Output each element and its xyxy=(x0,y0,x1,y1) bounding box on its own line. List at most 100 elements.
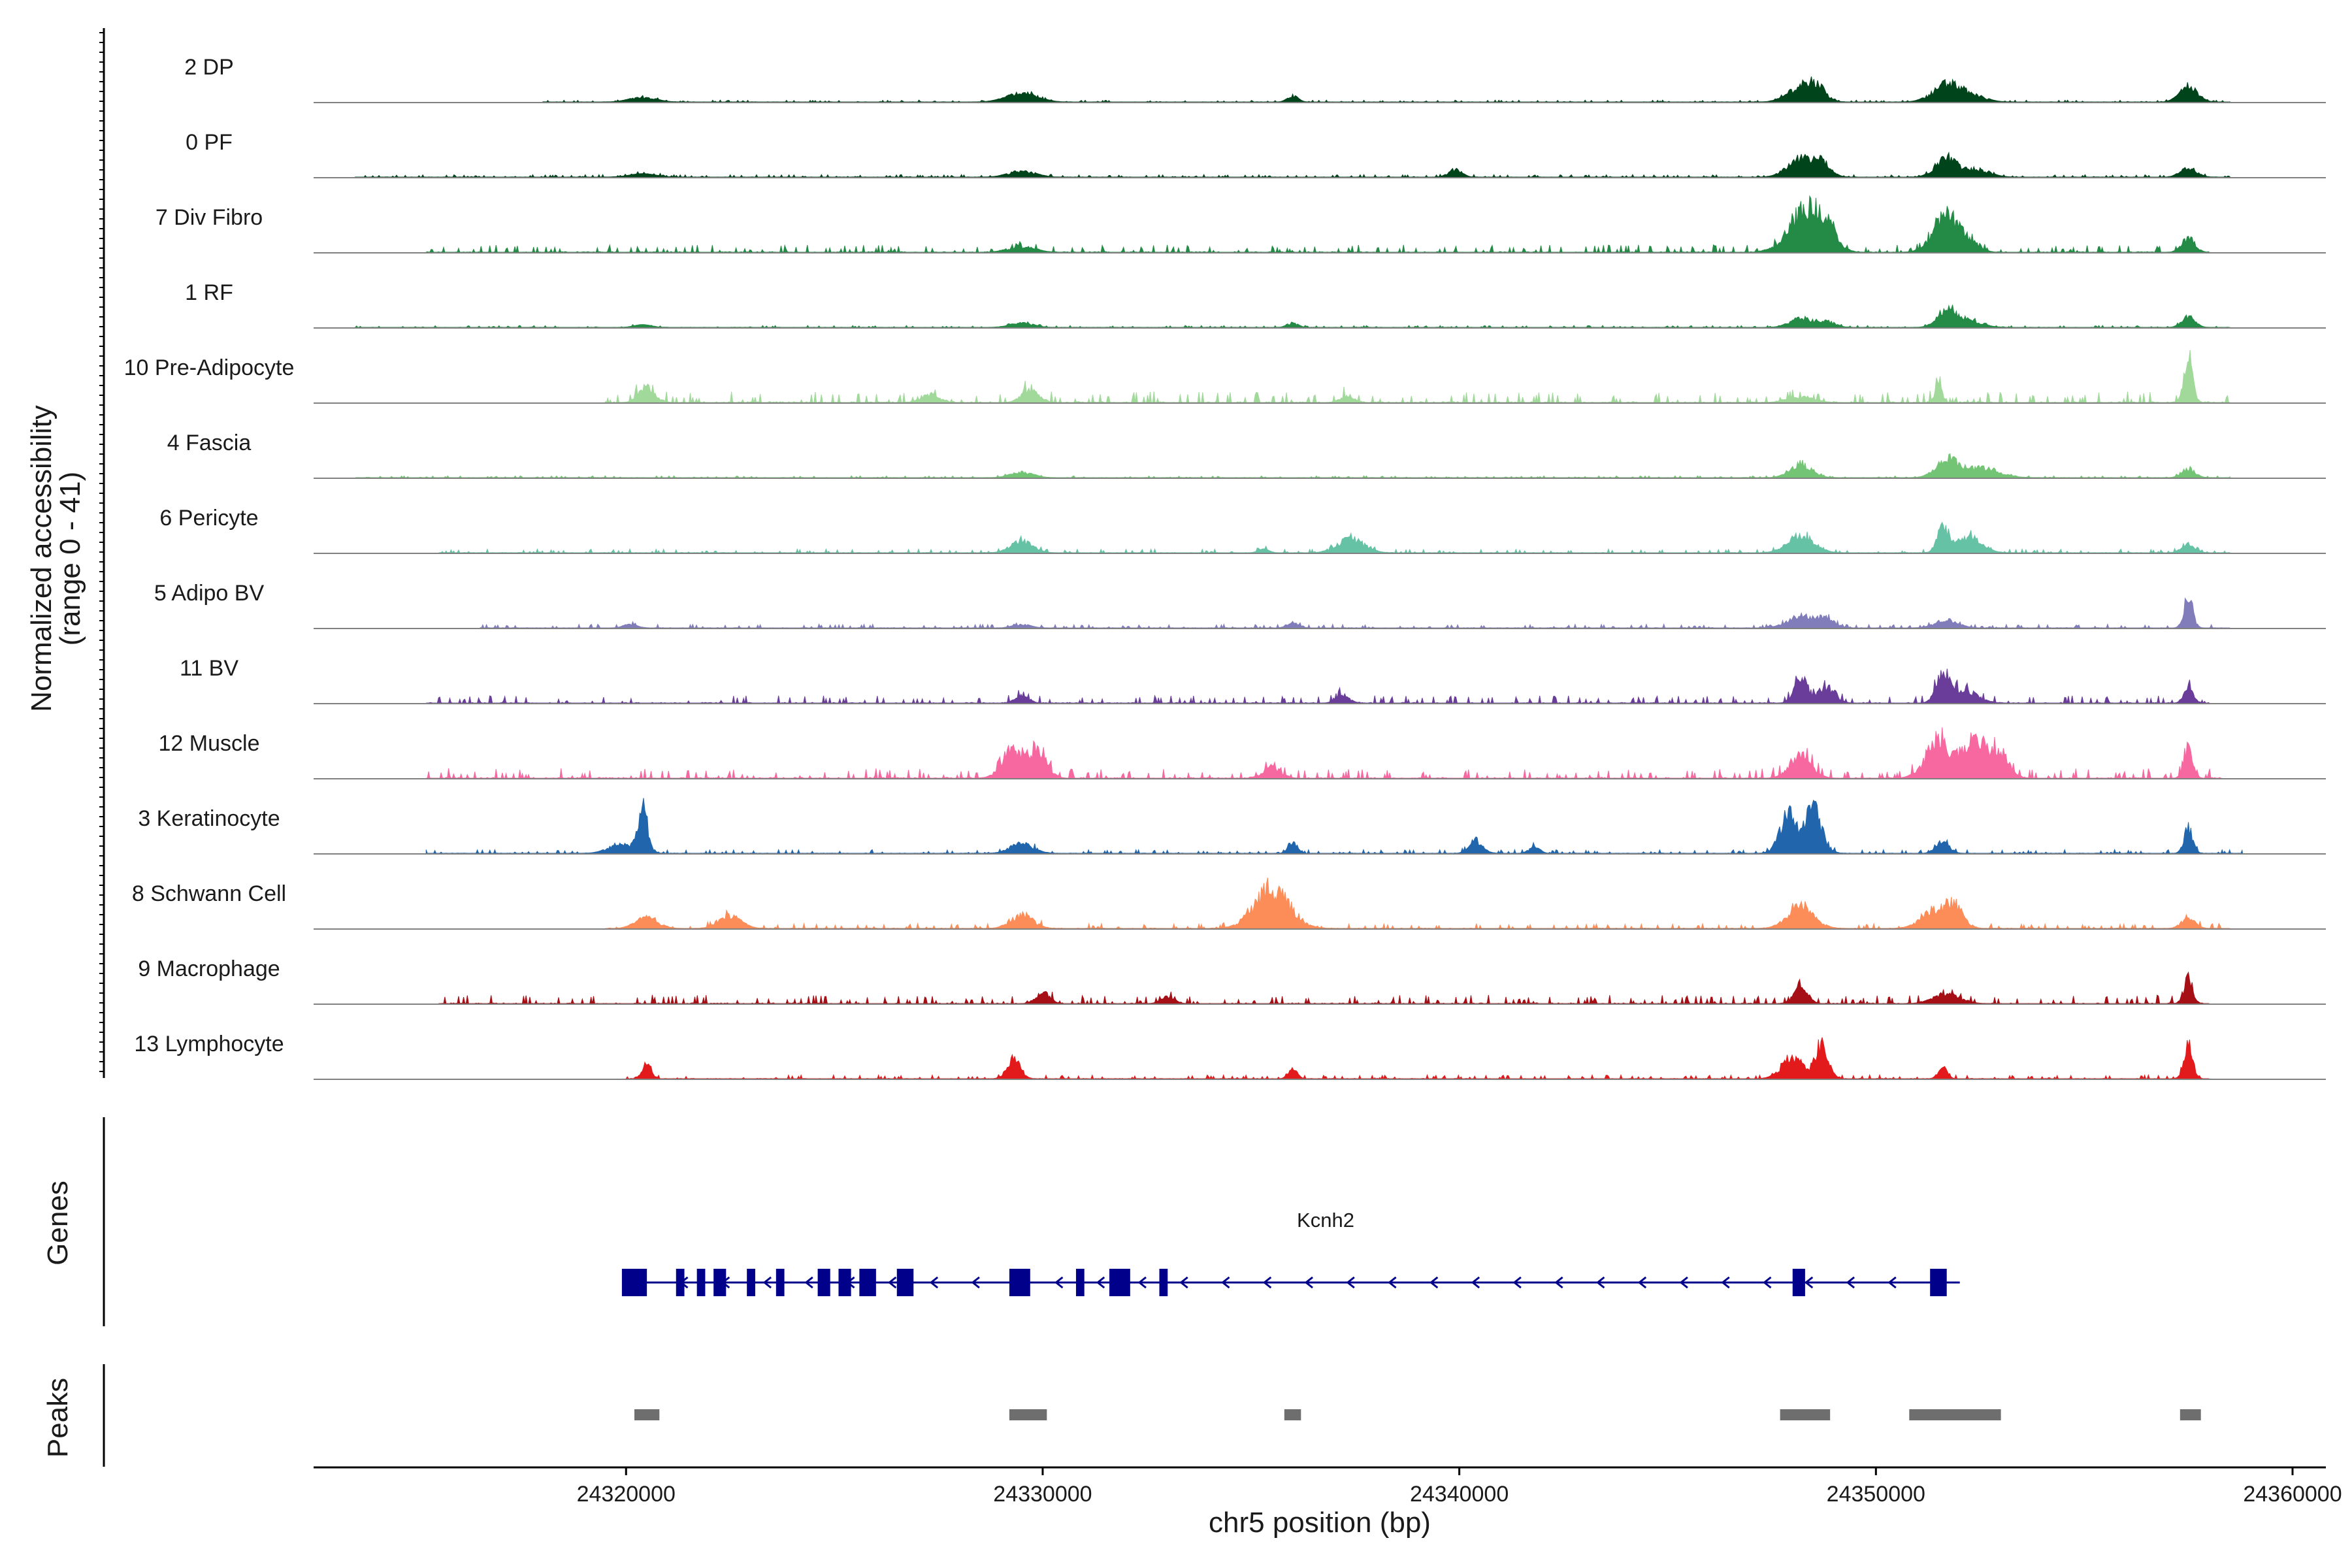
track-label: 3 Keratinocyte xyxy=(138,806,280,831)
track-11: 8 Schwann Cell xyxy=(132,877,2326,930)
track-7: 5 Adipo BV xyxy=(154,581,2326,629)
coverage-y-axis xyxy=(99,28,105,1078)
gene-exon xyxy=(621,1269,647,1296)
track-13: 13 Lymphocyte xyxy=(134,1032,2326,1080)
track-coverage-area xyxy=(355,304,2230,328)
track-8: 11 BV xyxy=(180,656,2326,704)
gene-strand-arrow xyxy=(1596,1276,1605,1289)
gene-strand-arrow xyxy=(1679,1276,1688,1289)
gene-strand-arrow xyxy=(1471,1276,1480,1289)
gene-exon xyxy=(817,1269,830,1296)
gene-strand-arrow xyxy=(1054,1276,1064,1289)
gene-exon xyxy=(896,1269,914,1296)
gene-strand-arrow xyxy=(887,1276,897,1289)
x-axis-tick-label: 24340000 xyxy=(1410,1482,1509,1507)
x-axis-tick-label: 24360000 xyxy=(2243,1482,2342,1507)
gene-strand-arrow xyxy=(1637,1276,1647,1289)
gene-exon xyxy=(776,1269,785,1296)
track-coverage-area xyxy=(426,195,2211,253)
track-5: 4 Fascia xyxy=(167,431,2326,479)
gene-strand-arrow xyxy=(1512,1276,1522,1289)
track-coverage-area xyxy=(625,1037,2210,1080)
gene-strand-arrow xyxy=(1846,1276,1855,1289)
track-coverage-area xyxy=(438,521,2230,554)
gene-exon xyxy=(1009,1269,1030,1296)
track-coverage-area xyxy=(480,597,2230,629)
track-coverage-area xyxy=(426,727,2222,779)
gene-exon xyxy=(1159,1269,1168,1296)
gene-exon xyxy=(1930,1269,1947,1296)
track-label: 12 Muscle xyxy=(159,731,260,756)
gene-strand-arrow xyxy=(1429,1276,1439,1289)
gene-strand-arrow xyxy=(762,1276,772,1289)
gene-strand-arrow xyxy=(1304,1276,1313,1289)
gene-strand-arrow xyxy=(1388,1276,1397,1289)
track-1: 0 PF xyxy=(186,130,2326,178)
peak-region xyxy=(1284,1409,1301,1420)
gene-strand-arrow xyxy=(971,1276,980,1289)
gene-exon xyxy=(713,1269,727,1296)
x-axis-tick-label: 24350000 xyxy=(1827,1482,1925,1507)
track-0: 2 DP xyxy=(184,55,2326,103)
track-coverage-area xyxy=(542,76,2230,103)
gene-models: Kcnh2 xyxy=(621,1209,1960,1296)
track-label: 7 Div Fibro xyxy=(155,205,263,230)
track-2: 7 Div Fibro xyxy=(155,195,2326,253)
track-label: 6 Pericyte xyxy=(159,506,258,531)
track-label: 4 Fascia xyxy=(167,431,252,455)
gene-exon xyxy=(747,1269,755,1296)
coverage-y-axis-title: Normalized accessibility xyxy=(25,405,57,711)
track-6: 6 Pericyte xyxy=(159,506,2326,554)
track-12: 9 Macrophage xyxy=(138,956,2326,1005)
track-label: 5 Adipo BV xyxy=(154,581,265,606)
track-coverage-area xyxy=(425,798,2244,855)
gene-strand-arrow xyxy=(1721,1276,1730,1289)
gene-name-label: Kcnh2 xyxy=(1297,1209,1354,1232)
coverage-y-axis-range: (range 0 - 41) xyxy=(54,472,86,646)
gene-exon xyxy=(1792,1269,1805,1296)
gene-exon xyxy=(838,1269,851,1296)
gene-exon xyxy=(696,1269,706,1296)
track-coverage-area xyxy=(604,350,2230,404)
gene-strand-arrow xyxy=(1763,1276,1772,1289)
x-axis-title: chr5 position (bp) xyxy=(1209,1507,1431,1539)
track-label: 1 RF xyxy=(185,280,233,305)
gene-exon xyxy=(676,1269,685,1296)
track-coverage-area xyxy=(605,877,2230,930)
gene-exon xyxy=(1109,1269,1130,1296)
peak-region xyxy=(2180,1409,2201,1420)
peak-regions xyxy=(634,1409,2201,1420)
gene-strand-arrow xyxy=(1346,1276,1355,1289)
track-label: 2 DP xyxy=(184,55,234,80)
gene-strand-arrow xyxy=(1887,1276,1897,1289)
track-coverage-area xyxy=(355,453,2230,478)
x-axis-tick-label: 24330000 xyxy=(993,1482,1092,1507)
gene-strand-arrow xyxy=(1262,1276,1272,1289)
peak-region xyxy=(634,1409,660,1420)
gene-exon xyxy=(859,1269,876,1296)
track-10: 3 Keratinocyte xyxy=(138,798,2326,855)
gene-exon xyxy=(1075,1269,1085,1296)
peak-region xyxy=(1780,1409,1831,1420)
track-label: 8 Schwann Cell xyxy=(132,881,286,906)
gene-strand-arrow xyxy=(929,1276,939,1289)
track-coverage-area xyxy=(438,971,2210,1005)
track-label: 9 Macrophage xyxy=(138,956,280,981)
track-label: 10 Pre-Adipocyte xyxy=(124,355,295,380)
track-label: 11 BV xyxy=(180,656,238,681)
peak-region xyxy=(1009,1409,1047,1420)
gene-Kcnh2: Kcnh2 xyxy=(621,1209,1960,1296)
gene-strand-arrow xyxy=(1179,1276,1188,1289)
gene-strand-arrow xyxy=(1554,1276,1563,1289)
gene-strand-arrow xyxy=(1137,1276,1147,1289)
gene-strand-arrow xyxy=(1096,1276,1105,1289)
coverage-tracks: 2 DP 0 PF 7 Div Fibro 1 RF 10 Pre-Adipocyte 4… xyxy=(124,55,2326,1080)
gene-strand-arrow xyxy=(1804,1276,1814,1289)
x-axis: 24320000 24330000 24340000 24350000 24360000 xyxy=(314,1466,2342,1507)
gene-strand-arrow xyxy=(804,1276,813,1289)
track-coverage-area xyxy=(426,668,2211,704)
track-4: 10 Pre-Adipocyte xyxy=(124,350,2326,404)
gene-strand-arrow xyxy=(1221,1276,1230,1289)
track-label: 0 PF xyxy=(186,130,233,155)
